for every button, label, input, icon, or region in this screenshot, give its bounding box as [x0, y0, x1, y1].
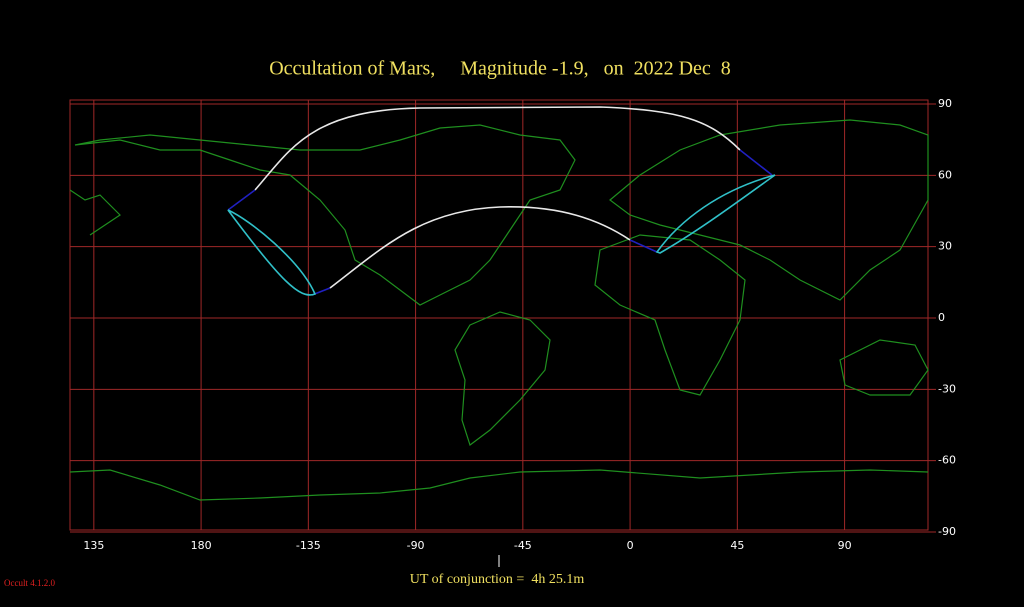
antarctica	[69, 469, 929, 501]
path-ends	[227, 149, 773, 296]
australia	[839, 339, 929, 396]
lat-tick-label: 60	[938, 168, 952, 181]
southern-limit	[329, 206, 631, 289]
lon-tick-label: 90	[838, 539, 852, 552]
lon-tick-label: 45	[730, 539, 744, 552]
north-america	[74, 124, 576, 306]
eurasia	[609, 119, 929, 301]
lon-tick-label: -45	[514, 539, 532, 552]
coastlines	[69, 119, 929, 501]
occultation-paths	[227, 106, 776, 296]
lat-tick-label: 90	[938, 97, 952, 110]
version: Occult 4.1.2.0	[4, 578, 55, 588]
lon-tick-label: -135	[296, 539, 321, 552]
lat-tick-label: 0	[938, 311, 945, 324]
conjunction-time: UT of conjunction = 4h 25.1m	[410, 572, 585, 587]
lon-tick-label: 135	[83, 539, 104, 552]
lat-tick-label: -90	[938, 525, 956, 538]
south-america	[454, 311, 551, 446]
lat-tick-label: 30	[938, 240, 952, 253]
east-loop	[655, 174, 776, 254]
northern-limit	[254, 106, 741, 191]
africa	[594, 234, 746, 396]
lon-tick-label: -90	[407, 539, 425, 552]
asia-east-edge	[69, 189, 121, 236]
lon-tick-label: 180	[191, 539, 212, 552]
lon-tick-label: 0	[627, 539, 634, 552]
map-frame	[69, 99, 929, 531]
lat-tick-label: -30	[938, 382, 956, 395]
lat-tick-label: -60	[938, 454, 956, 467]
title: Occultation of Mars, Magnitude -1.9, on …	[269, 58, 731, 80]
west-loop	[227, 209, 317, 296]
